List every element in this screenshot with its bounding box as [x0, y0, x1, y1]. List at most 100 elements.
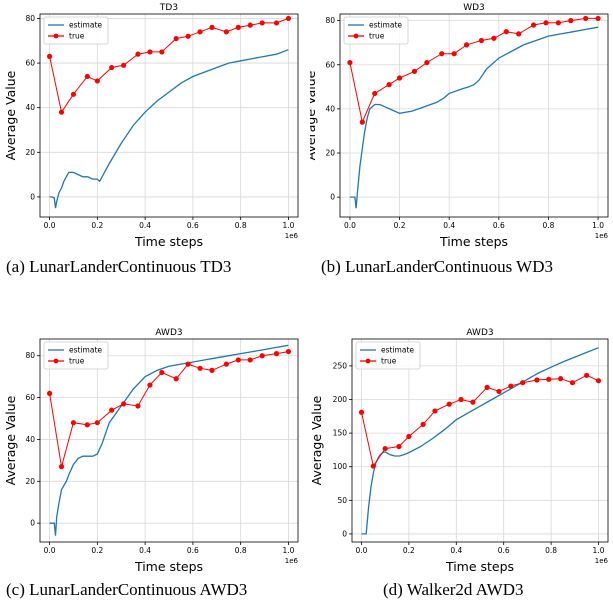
- data-point-true: [109, 64, 115, 71]
- plot-frame: [39, 13, 299, 218]
- chart-awd3-walker: AWD3 0.0 0.2 0.4 0.6 0.8 1.0 0 50 100 150 200 250 1e6…: [310, 328, 609, 574]
- x-tick-label: 1.0: [592, 221, 604, 230]
- legend-marker-true: [353, 33, 359, 39]
- data-point-true: [209, 24, 215, 30]
- data-point-true: [432, 408, 438, 414]
- y-tick-label: 0: [330, 193, 335, 202]
- data-point-true: [595, 378, 602, 384]
- legend-box: [343, 16, 409, 45]
- plot-frame: [39, 338, 299, 543]
- legend-box: [43, 16, 109, 45]
- x-axis-label: Time steps: [134, 234, 203, 249]
- data-point-true: [546, 376, 552, 382]
- data-point-true: [530, 22, 537, 28]
- data-point-true: [46, 53, 53, 59]
- x-tick-label: 0.8: [542, 221, 554, 230]
- y-tick-label: 20: [325, 149, 335, 158]
- data-point-true: [491, 35, 497, 41]
- x-tick-label: 0.0: [44, 221, 56, 230]
- data-point-true: [424, 59, 430, 66]
- data-point-true: [46, 390, 53, 397]
- data-point-true: [135, 51, 141, 57]
- data-point-true: [520, 380, 526, 386]
- legend-label: estimate: [369, 21, 402, 30]
- data-point-true: [185, 361, 191, 367]
- data-point-true: [121, 401, 127, 407]
- legend-label: estimate: [69, 346, 102, 355]
- legend-marker-true: [53, 358, 59, 364]
- data-point-true: [555, 20, 561, 26]
- y-tick-label: 100: [333, 462, 348, 471]
- data-point-true: [420, 421, 426, 427]
- y-tick-label: 80: [325, 16, 335, 25]
- data-point-true: [173, 35, 179, 42]
- data-point-true: [463, 42, 470, 48]
- series-line-estimate: [361, 347, 599, 535]
- data-point-true: [382, 445, 388, 452]
- caption-c: (c) LunarLanderContinuous AWD3: [6, 580, 248, 599]
- x-tick-label: 0.4: [443, 221, 455, 230]
- data-point-true: [347, 59, 353, 66]
- data-point-true: [568, 18, 574, 24]
- y-axis-label: Average Value: [3, 70, 18, 160]
- x-offset-label: 1e6: [595, 232, 609, 240]
- series-line-estimate: [49, 344, 289, 536]
- data-point-true: [58, 464, 65, 470]
- y-tick-label: 0: [342, 529, 347, 538]
- data-point-true: [259, 20, 265, 26]
- chart-wd3: WD3 0.0 0.2 0.4 0.6 0.8 1.0 0 20 40 60 80 1e6 Time st…: [310, 3, 609, 249]
- caption-b: (b) LunarLanderContinuous WD3: [321, 257, 553, 276]
- y-tick-label: 200: [333, 395, 348, 404]
- data-point-true: [478, 37, 485, 44]
- data-point-true: [557, 376, 564, 382]
- y-tick-label: 50: [337, 496, 347, 505]
- x-axis-label: Time steps: [445, 559, 514, 574]
- y-tick-label: 0: [30, 192, 35, 201]
- data-point-true: [358, 409, 365, 415]
- y-tick-label: 250: [333, 361, 348, 370]
- data-point-true: [159, 369, 165, 376]
- data-point-true: [359, 119, 365, 125]
- series-line-true: [361, 374, 599, 468]
- x-tick-label: 0.0: [44, 546, 56, 555]
- data-point-true: [285, 348, 292, 355]
- data-point-true: [223, 29, 229, 35]
- data-point-true: [569, 380, 576, 386]
- data-point-true: [185, 33, 191, 39]
- y-tick-label: 150: [333, 429, 348, 438]
- data-point-true: [273, 20, 280, 26]
- x-axis-label: Time steps: [439, 234, 508, 249]
- data-point-true: [84, 422, 90, 428]
- plot-frame: [351, 338, 609, 543]
- data-point-true: [235, 24, 241, 30]
- y-tick-label: 80: [25, 14, 35, 23]
- legend-label: true: [69, 357, 85, 366]
- data-point-true: [70, 91, 77, 97]
- legend-box: [43, 341, 109, 370]
- x-tick-label: 0.8: [235, 546, 247, 555]
- data-point-true: [484, 384, 490, 390]
- data-point-true: [109, 407, 115, 413]
- y-tick-label: 20: [25, 148, 35, 157]
- x-tick-label: 0.6: [493, 221, 505, 230]
- x-tick-label: 0.2: [403, 546, 415, 555]
- data-point-true: [159, 49, 165, 55]
- data-point-true: [543, 20, 549, 26]
- x-offset-label: 1e6: [595, 557, 609, 565]
- y-axis-label: Average Value: [3, 395, 18, 485]
- data-point-true: [396, 443, 402, 450]
- chart-title: WD3: [463, 3, 485, 13]
- data-point-true: [406, 433, 412, 440]
- data-point-true: [446, 401, 452, 407]
- chart-title: AWD3: [466, 328, 493, 338]
- legend-label: true: [69, 32, 85, 41]
- y-tick-label: 20: [25, 477, 35, 486]
- data-point-true: [458, 396, 464, 403]
- y-axis-label: Average Value: [310, 70, 318, 160]
- data-point-true: [235, 357, 241, 363]
- x-tick-label: 0.2: [91, 221, 103, 230]
- chart-title: TD3: [159, 3, 178, 13]
- legend-box: [355, 341, 421, 370]
- x-tick-label: 0.2: [394, 221, 406, 230]
- data-point-true: [209, 367, 215, 373]
